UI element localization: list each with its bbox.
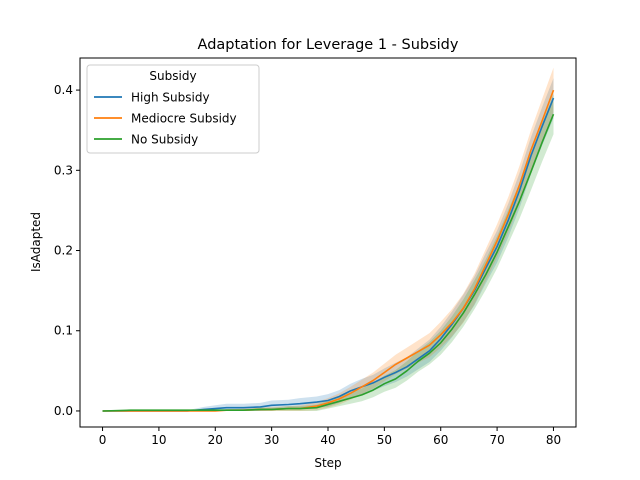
legend-title: Subsidy [149,69,196,83]
y-tick-label: 0.2 [54,244,73,258]
series-line-2 [102,113,555,412]
x-tick-label: 60 [433,433,448,447]
y-axis-ticks: 0.0 0.1 0.2 0.3 0.4 [54,83,80,418]
legend-label-1: Mediocre Subsidy [131,112,237,126]
y-tick-label: 0.3 [54,163,73,177]
y-axis-label: IsAdapted [29,212,43,272]
legend-box [86,64,260,154]
legend: Subsidy High Subsidy Mediocre Subsidy No S… [86,64,260,154]
confidence-band-0 [102,78,554,411]
x-tick-label: 80 [546,433,561,447]
confidence-band-1 [102,67,554,411]
series-lines [102,89,555,412]
x-tick-label: 40 [320,433,335,447]
legend-label-0: High Subsidy [131,91,210,105]
x-axis-label: Step [314,456,341,470]
x-tick-label: 70 [489,433,504,447]
legend-label-2: No Subsidy [131,133,198,147]
x-tick-label: 30 [264,433,279,447]
confidence-band-2 [102,94,554,411]
confidence-bands [102,67,554,411]
x-tick-label: 50 [377,433,392,447]
legend-items: High Subsidy Mediocre Subsidy No Subsidy [94,91,237,147]
y-tick-label: 0.4 [54,83,73,97]
y-tick-label: 0.1 [54,324,73,338]
x-axis-ticks: 0 10 20 30 40 50 60 70 80 [99,427,561,447]
x-tick-label: 0 [99,433,107,447]
y-tick-label: 0.0 [54,404,73,418]
x-tick-label: 10 [151,433,166,447]
series-line-0 [102,97,555,412]
x-tick-label: 20 [208,433,223,447]
chart-title: Adaptation for Leverage 1 - Subsidy [198,37,459,53]
